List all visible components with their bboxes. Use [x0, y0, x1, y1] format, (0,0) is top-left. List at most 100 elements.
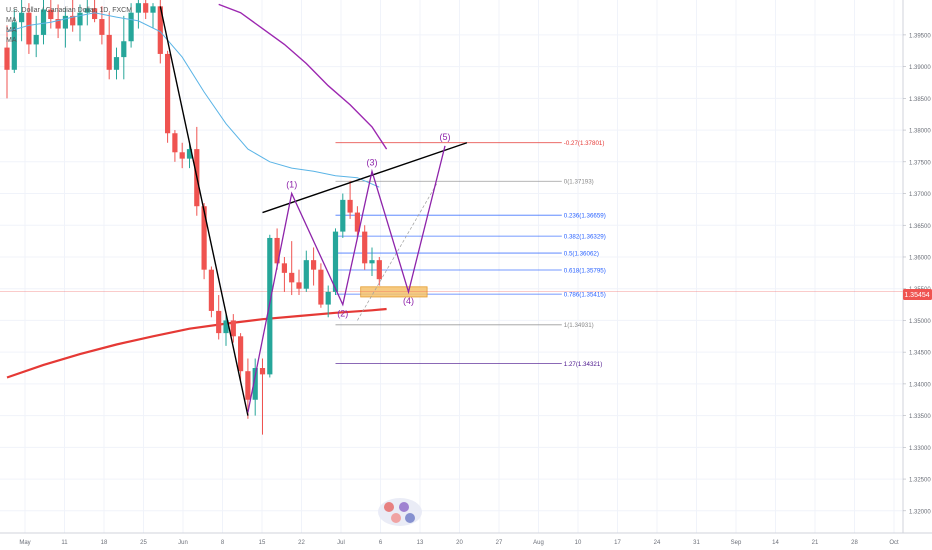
trendline-upper-channel	[262, 142, 468, 214]
candle-up	[303, 260, 309, 289]
time-tick-label: 14	[772, 540, 779, 546]
fib-level-label: -0.27(1.37801)	[564, 140, 605, 147]
candle-up	[11, 22, 17, 70]
current-price-value: 1.35454	[904, 292, 929, 299]
time-tick-label: Oct	[889, 540, 899, 546]
price-tick-label: 1.39500	[909, 33, 931, 39]
time-tick-label: 31	[693, 540, 700, 546]
ma-legend-2: MA	[6, 27, 17, 34]
time-tick-label: 25	[140, 540, 147, 546]
candle-down	[238, 336, 244, 372]
candle-up	[186, 149, 193, 159]
time-axis[interactable]: May 11 18 25 Jun 8 15 22 Jul 6 13 20 27 Aug 10 17 24 31 Se…	[0, 532, 932, 550]
candle-down	[354, 212, 360, 232]
candle-up	[62, 15, 68, 29]
target-zone-box	[360, 286, 428, 298]
candle-down	[281, 263, 287, 273]
fib-level-label: 0.5(1.36062)	[564, 250, 599, 257]
ma-legend-1: MA	[6, 17, 17, 24]
candle-down	[376, 260, 382, 280]
price-tick-label: 1.37500	[909, 160, 931, 166]
ma-mid-line	[218, 3, 388, 150]
fib-level-label: 0(1.37193)	[564, 179, 594, 186]
wave-label: (2)	[337, 309, 348, 319]
price-axis[interactable]: 1.39500 1.39000 1.38500 1.38000 1.37500 1.370…	[902, 0, 932, 550]
time-tick-label: Jul	[337, 540, 345, 546]
wave-label: (5)	[440, 132, 451, 142]
time-tick-label: 17	[614, 540, 621, 546]
candle-down	[362, 231, 368, 264]
trendline-projection	[357, 181, 439, 321]
price-tick-label: 1.38500	[909, 97, 931, 103]
ma-legend-3: MA	[6, 37, 17, 44]
time-tick-label: 10	[575, 540, 582, 546]
candle-down	[172, 133, 178, 153]
fib-level-label: 1.27(1.34321)	[564, 361, 603, 368]
time-tick-label: 15	[259, 540, 266, 546]
symbol-title: U.S. Dollar / Canadian Dollar, 1D, FXCM	[6, 7, 133, 14]
fib-level-label: 0.618(1.35795)	[564, 267, 606, 274]
candle-up	[135, 3, 141, 13]
price-tick-label: 1.33000	[909, 446, 931, 452]
candle-down	[92, 8, 98, 20]
fib-level-label: 0.236(1.36659)	[564, 213, 606, 220]
candle-down	[311, 260, 317, 270]
candle-down	[296, 282, 302, 289]
wave-labels: (1) (2) (3) (4) (5)	[286, 132, 450, 319]
drawings[interactable]	[159, 6, 468, 416]
time-tick-label: May	[19, 540, 30, 546]
wave-label: (1)	[286, 180, 297, 190]
price-axis-background	[903, 0, 932, 550]
price-tick-label: 1.34500	[909, 351, 931, 357]
candle-down	[259, 368, 266, 375]
price-tick-label: 1.32000	[909, 509, 931, 515]
moving-averages	[6, 3, 388, 188]
price-tick-label: 1.36500	[909, 224, 931, 230]
time-tick-label: 21	[812, 540, 819, 546]
fib-level-label: 1(1.34931)	[564, 322, 594, 329]
chart-watermark	[378, 498, 422, 526]
price-tick-label: 1.33500	[909, 414, 931, 420]
candle-down	[48, 9, 54, 20]
candle-up	[84, 8, 90, 13]
target-zone-layer[interactable]	[0, 286, 903, 298]
time-tick-label: Aug	[533, 540, 544, 546]
candle-up	[369, 260, 375, 264]
candle-up	[252, 368, 258, 400]
ma-fast-line	[6, 12, 380, 188]
price-tick-label: 1.38000	[909, 129, 931, 135]
candle-down	[230, 320, 236, 337]
candle-up	[40, 9, 47, 35]
time-tick-label: 22	[298, 540, 305, 546]
time-tick-label: 13	[417, 540, 424, 546]
time-tick-label: 20	[456, 540, 463, 546]
price-tick-label: 1.36000	[909, 255, 931, 261]
candle-up	[33, 34, 39, 45]
candle-down	[318, 269, 324, 305]
candle-up	[128, 12, 134, 42]
price-label-group: 1.35454	[903, 289, 932, 300]
time-tick-label: 27	[496, 540, 503, 546]
elliott-wave-path	[247, 145, 446, 413]
ma-slow-line	[6, 307, 387, 379]
price-tick-label: 1.39000	[909, 65, 931, 71]
candle-up	[325, 291, 331, 305]
candle-up	[121, 41, 127, 58]
time-tick-label: 8	[221, 540, 225, 546]
candle-down	[289, 272, 295, 283]
time-tick-label: 28	[851, 540, 858, 546]
candle-up	[340, 199, 346, 232]
price-tick-label: 1.32500	[909, 478, 931, 484]
time-tick-label: 18	[101, 540, 108, 546]
candle-down	[179, 152, 185, 159]
candle-down	[201, 206, 207, 270]
candle-up	[332, 231, 339, 292]
time-tick-label: Jun	[178, 540, 188, 546]
candle-up	[150, 6, 156, 13]
candle-down	[70, 15, 76, 26]
candle-up	[19, 12, 25, 23]
grid	[0, 0, 903, 533]
wave-label: (4)	[403, 296, 414, 306]
fibonacci-levels[interactable]: -0.27(1.37801) 0(1.37193) 0.236(1.36659) 0.…	[335, 140, 606, 368]
